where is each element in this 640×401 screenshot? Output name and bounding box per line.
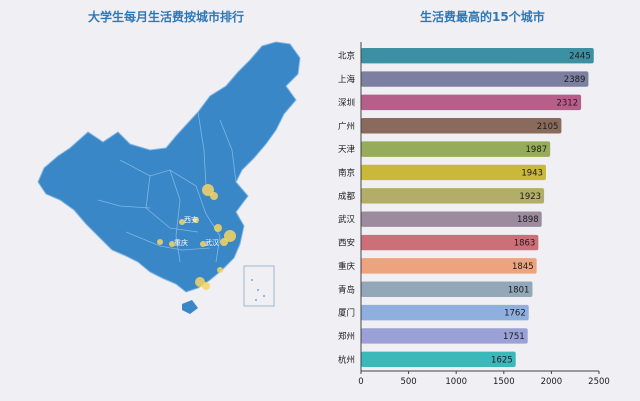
bar-value-label: 1987 xyxy=(526,145,548,155)
hotspot-layer xyxy=(157,184,236,290)
x-tick-label: 1500 xyxy=(493,377,515,387)
bar xyxy=(361,328,528,344)
inset-island xyxy=(263,295,265,297)
province-border xyxy=(119,159,197,187)
bar xyxy=(361,71,589,87)
inset-island xyxy=(251,279,253,281)
category-label: 广州 xyxy=(338,121,355,132)
bar-value-label: 2105 xyxy=(537,122,559,132)
hotspot-tianjin xyxy=(210,192,218,200)
map-city-label: 武汉 xyxy=(205,238,219,247)
south-china-sea-inset xyxy=(243,265,275,307)
category-label: 天津 xyxy=(338,144,356,155)
hotspot-zhengzhou xyxy=(193,217,199,223)
category-label: 郑州 xyxy=(338,331,355,342)
bar-value-label: 1898 xyxy=(517,215,539,225)
province-border xyxy=(125,231,211,251)
inset-frame xyxy=(243,265,275,307)
bar xyxy=(361,118,562,134)
province-border xyxy=(197,111,207,187)
hotspot-chengdu xyxy=(157,239,163,245)
bar-value-label: 1751 xyxy=(503,332,525,342)
bar xyxy=(361,211,542,227)
hotspot-wuhan xyxy=(200,241,206,247)
province-border xyxy=(97,199,151,209)
map-city-label: 西安 xyxy=(184,215,198,224)
map-title: 大学生每月生活费按城市排行 xyxy=(88,10,245,24)
chart-title: 生活费最高的15个城市 xyxy=(420,10,545,24)
province-borders xyxy=(97,111,237,263)
category-label: 武汉 xyxy=(338,214,356,225)
hainan-island xyxy=(182,300,198,314)
category-label: 上海 xyxy=(338,74,356,85)
hotspot-xiamen xyxy=(217,267,223,273)
bar-value-label: 1625 xyxy=(491,355,513,365)
hotspot-beijing xyxy=(202,184,214,196)
bar-value-label: 1943 xyxy=(521,168,543,178)
bar-value-label: 2389 xyxy=(564,75,586,85)
x-tick-label: 2000 xyxy=(541,377,563,387)
bar xyxy=(361,351,516,368)
x-tick-label: 1000 xyxy=(445,377,467,387)
bar xyxy=(361,164,546,181)
category-label: 成都 xyxy=(338,191,356,202)
hotspot-hangzhou xyxy=(220,238,228,246)
hotspot-shenzhen xyxy=(202,282,210,290)
hotspot-nanjing xyxy=(214,224,222,232)
map-city-label: 重庆 xyxy=(174,238,188,247)
bar xyxy=(361,141,551,157)
x-tick-label: 0 xyxy=(358,377,363,387)
hotspot-chongqing xyxy=(169,241,175,247)
category-label: 杭州 xyxy=(338,354,355,365)
bar xyxy=(361,304,529,321)
mainland-shape xyxy=(37,41,301,293)
hotspot-xian xyxy=(179,219,185,225)
bar-value-label: 1801 xyxy=(508,285,530,295)
category-label: 深圳 xyxy=(338,97,355,108)
bar-value-label: 2445 xyxy=(569,52,591,62)
x-tick-label: 2500 xyxy=(588,377,610,387)
category-label: 西安 xyxy=(338,238,355,249)
inset-island xyxy=(257,289,259,291)
hotspot-shanghai xyxy=(224,230,236,242)
category-label: 南京 xyxy=(338,167,355,178)
province-border xyxy=(219,119,237,183)
category-label: 重庆 xyxy=(338,261,356,272)
bar-value-label: 2312 xyxy=(556,98,578,108)
bar-value-label: 1923 xyxy=(519,192,541,202)
x-tick-label: 500 xyxy=(400,377,416,387)
category-label: 青岛 xyxy=(338,284,355,295)
bar-value-label: 1762 xyxy=(504,309,526,319)
bar xyxy=(361,47,594,64)
inset-island xyxy=(255,299,257,301)
category-label: 北京 xyxy=(338,51,355,62)
bar xyxy=(361,281,533,297)
province-border xyxy=(145,175,199,233)
bar xyxy=(361,258,537,274)
category-label: 厦门 xyxy=(338,308,355,319)
bar xyxy=(361,94,582,111)
province-border xyxy=(195,185,221,263)
bar-value-label: 1863 xyxy=(514,239,536,249)
bar-series: 2445 2389 2312 2105 1987 1943 1923 1898 1863 1845… xyxy=(361,47,594,368)
bar xyxy=(361,234,539,251)
bar xyxy=(361,188,545,204)
map-mainland xyxy=(37,41,301,314)
bar-value-label: 1845 xyxy=(512,262,534,272)
